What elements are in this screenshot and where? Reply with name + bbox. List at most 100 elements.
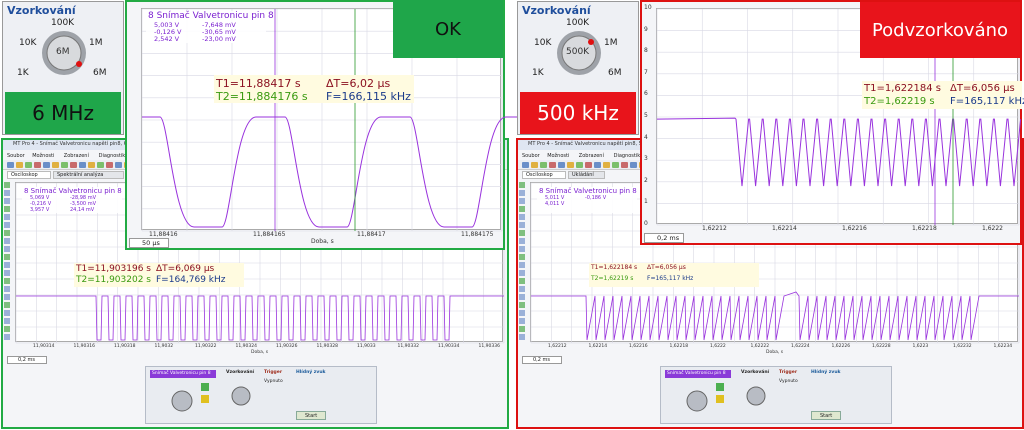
toolbar-icon [70,162,77,168]
window-title: MT Pro 4 - Snímač Valvetronicu napětí pi… [528,141,696,147]
timebase[interactable]: 0,2 ms [657,234,680,242]
toolbar-icon [603,162,610,168]
toolbar-icon [594,162,601,168]
menu-item[interactable]: Zobrazení [63,153,89,159]
toolbar-icon [549,162,556,168]
sampling-label: Vzorkování [226,370,255,375]
channel-button[interactable]: Snímač Valvetronicu pin 8 [152,371,211,376]
cursor-freq: F=166,115 kHz [326,90,411,103]
dial [42,31,86,75]
cursor-readout: T1=1,622184 s T2=1,62219 s ΔT=6,056 µs F=16… [862,81,1024,109]
dial-label: 1K [17,68,29,78]
x-tick-label: 11,90336 [478,344,500,349]
trigger-mode[interactable]: Vypnuto [264,379,283,384]
side-icon [4,214,10,220]
x-axis-label: Doba, s [251,350,269,355]
tab-label[interactable]: Ukládání [572,172,594,178]
dial-label: 100K [51,18,75,28]
reading: -3,500 mV [70,201,96,207]
side-icon [4,198,10,204]
dial-face [561,35,597,71]
cursor-readout: T1=11,903196 s T2=11,903202 s ΔT=6,069 µs F… [74,263,244,287]
toolbar-icon [7,162,14,168]
start-button: Start [811,411,841,420]
status-label: Podvzorkováno [871,19,1009,41]
side-icon [519,238,525,244]
channel-legend: 8 Snímač Valvetronicu pin 8 5,069 V -28,98… [22,187,122,213]
dial-marker [76,61,82,67]
menu-item[interactable]: Zobrazení [578,153,604,159]
side-icon [519,326,525,332]
zoom-waveform [142,116,535,228]
button [716,383,724,391]
x-tick-label: 1,62218 [912,225,937,232]
side-icon [4,286,10,292]
sampling-label: Vzorkování [741,370,770,375]
y-tick-label: 3 [644,155,648,163]
side-icon [519,302,525,308]
x-tick-label: 1,6222 [982,225,1003,232]
knob [171,390,193,412]
menu-item[interactable]: Soubor [7,153,25,159]
dial-label: 1M [89,38,103,48]
cursor-t2: T2=1,62219 s [864,96,935,107]
toolbar-icon [106,162,113,168]
side-icon [4,278,10,284]
menu-item[interactable]: Možnosti [547,153,570,159]
trigger-mode[interactable]: Vypnuto [779,379,798,384]
x-tick-label: 11,90324 [235,344,257,349]
menu-item[interactable]: Možnosti [32,153,55,159]
tab-label[interactable]: Spektrální analýza [57,172,104,178]
control-panel: Snímač Valvetronicu pin 8 Vzorkování Trigg… [145,366,377,424]
y-tick-label: 9 [644,25,648,33]
menu-item[interactable]: Soubor [522,153,540,159]
timebase-control: 0,2 ms [644,233,684,243]
toolbar-icon [522,162,529,168]
reading: -23,00 mV [202,35,236,43]
side-icon [4,326,10,332]
side-icon [519,214,525,220]
zoom-window: 8 Snímač Valvetronicu pin 8 5,003 V -7,648… [125,0,594,250]
tab-label[interactable]: Osciloskop [11,172,38,178]
toolbar-icon [43,162,50,168]
channel-header: Snímač Valvetronicu pin 8 [150,370,216,378]
x-tick-label: 11,88416 [149,231,178,238]
side-icon [519,278,525,284]
x-tick-label: 11,90322 [195,344,217,349]
reading: 24,14 mV [70,207,95,213]
side-icon [519,246,525,252]
side-icon [519,270,525,276]
timebase[interactable]: 50 µs [142,239,160,247]
dial-label: 10K [534,38,552,48]
start-label[interactable]: Start [820,413,833,419]
timebase[interactable]: 0,2 ms [533,357,551,363]
toolbar-icon [567,162,574,168]
side-icon [4,222,10,228]
x-tick-label: 1,62216 [629,344,648,349]
side-icon [519,254,525,260]
menu-item[interactable]: Diagnostika [613,153,644,159]
channel-button[interactable]: Snímač Valvetronicu pin 8 [667,371,726,376]
side-icon [519,286,525,292]
x-tick-label: 1,62214 [772,225,797,232]
x-tick-label: 1,6222 [710,344,726,349]
side-icon [4,238,10,244]
cursor-readout: T1=11,88417 s T2=11,884176 s ΔT=6,02 µs F=1… [214,75,414,103]
trigger-label: Trigger [779,370,798,375]
cursor-freq: F=165,117 kHz [950,96,1024,107]
dial-label: 10K [19,38,37,48]
x-tick-label: 1,62234 [993,344,1013,349]
channel-legend: 8 Snímač Valvetronicu pin 8 5,003 V -7,648… [146,11,274,43]
side-icon [519,198,525,204]
start-label[interactable]: Start [305,413,318,419]
sampling-knob [746,386,766,406]
x-tick-label: 11,88417 [357,231,386,238]
timebase[interactable]: 0,2 ms [18,357,36,363]
toolbar-icon [558,162,565,168]
tab-label[interactable]: Osciloskop [526,172,553,178]
menu-item[interactable]: Diagnostika [98,153,129,159]
toolbar-icon [115,162,122,168]
toolbar-icon [34,162,41,168]
x-tick-label: 11,90316 [73,344,95,349]
